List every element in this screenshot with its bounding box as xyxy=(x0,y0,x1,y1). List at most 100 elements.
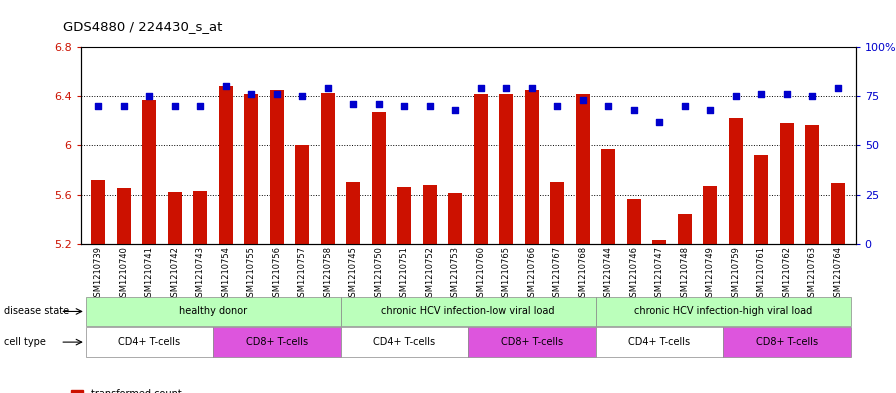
Point xyxy=(601,103,616,109)
Text: chronic HCV infection-low viral load: chronic HCV infection-low viral load xyxy=(382,307,555,316)
Text: GSM1210743: GSM1210743 xyxy=(196,246,205,302)
Text: GSM1210760: GSM1210760 xyxy=(477,246,486,302)
Bar xyxy=(296,145,309,244)
Text: GDS4880 / 224430_s_at: GDS4880 / 224430_s_at xyxy=(63,20,222,33)
Bar xyxy=(168,192,182,244)
Point xyxy=(168,103,182,109)
Text: GSM1210758: GSM1210758 xyxy=(323,246,332,302)
Text: chronic HCV infection-high viral load: chronic HCV infection-high viral load xyxy=(634,307,813,316)
Text: GSM1210754: GSM1210754 xyxy=(221,246,230,302)
Legend: transformed count, percentile rank within the sample: transformed count, percentile rank withi… xyxy=(67,385,260,393)
Text: GSM1210742: GSM1210742 xyxy=(170,246,179,302)
Point xyxy=(831,85,845,92)
Text: GSM1210756: GSM1210756 xyxy=(272,246,281,302)
Bar xyxy=(780,123,794,244)
Text: CD4+ T-cells: CD4+ T-cells xyxy=(118,337,180,347)
Text: GSM1210740: GSM1210740 xyxy=(119,246,128,302)
Point xyxy=(525,85,539,92)
Text: GSM1210745: GSM1210745 xyxy=(349,246,358,302)
Bar xyxy=(340,297,596,326)
Text: GSM1210747: GSM1210747 xyxy=(655,246,664,302)
Point xyxy=(780,91,794,97)
Bar xyxy=(86,327,213,357)
Bar xyxy=(245,94,258,244)
Bar xyxy=(372,112,386,244)
Bar xyxy=(806,125,819,244)
Point xyxy=(245,91,259,97)
Text: CD4+ T-cells: CD4+ T-cells xyxy=(628,337,691,347)
Bar xyxy=(213,327,340,357)
Text: healthy donor: healthy donor xyxy=(179,307,247,316)
Point xyxy=(321,85,335,92)
Text: CD4+ T-cells: CD4+ T-cells xyxy=(374,337,435,347)
Text: GSM1210764: GSM1210764 xyxy=(833,246,842,302)
Bar xyxy=(219,86,233,244)
Point xyxy=(194,103,208,109)
Text: GSM1210763: GSM1210763 xyxy=(808,246,817,302)
Bar xyxy=(474,94,488,244)
Bar xyxy=(499,94,513,244)
Bar xyxy=(194,191,208,244)
Point xyxy=(397,103,411,109)
Text: GSM1210757: GSM1210757 xyxy=(298,246,307,302)
Point xyxy=(142,93,157,99)
Point xyxy=(474,85,488,92)
Point xyxy=(91,103,106,109)
Text: GSM1210761: GSM1210761 xyxy=(757,246,766,302)
Point xyxy=(423,103,437,109)
Point xyxy=(703,107,718,113)
Text: GSM1210755: GSM1210755 xyxy=(247,246,256,302)
Text: GSM1210741: GSM1210741 xyxy=(145,246,154,302)
Bar xyxy=(596,297,850,326)
Bar xyxy=(321,93,335,244)
Bar xyxy=(91,180,106,244)
Bar xyxy=(398,187,411,244)
Point xyxy=(116,103,131,109)
Bar xyxy=(340,327,469,357)
Bar xyxy=(117,188,131,244)
Text: CD8+ T-cells: CD8+ T-cells xyxy=(756,337,818,347)
Bar xyxy=(550,182,564,244)
Bar xyxy=(652,240,667,244)
Text: CD8+ T-cells: CD8+ T-cells xyxy=(501,337,563,347)
Point xyxy=(754,91,769,97)
Point xyxy=(806,93,820,99)
Bar xyxy=(142,100,157,244)
Bar xyxy=(423,185,437,244)
Text: GSM1210766: GSM1210766 xyxy=(528,246,537,302)
Bar xyxy=(723,327,850,357)
Bar xyxy=(601,149,616,244)
Point xyxy=(550,103,564,109)
Bar xyxy=(678,214,692,244)
Text: GSM1210759: GSM1210759 xyxy=(731,246,740,302)
Bar xyxy=(448,193,462,244)
Bar xyxy=(728,118,743,244)
Point xyxy=(652,119,667,125)
Bar xyxy=(86,297,340,326)
Bar xyxy=(627,200,641,244)
Text: GSM1210746: GSM1210746 xyxy=(629,246,638,302)
Text: GSM1210744: GSM1210744 xyxy=(604,246,613,302)
Text: GSM1210750: GSM1210750 xyxy=(375,246,383,302)
Point xyxy=(626,107,641,113)
Bar xyxy=(754,155,769,244)
Text: cell type: cell type xyxy=(4,337,47,347)
Bar xyxy=(525,90,538,244)
Text: GSM1210765: GSM1210765 xyxy=(502,246,511,302)
Text: disease state: disease state xyxy=(4,307,70,316)
Point xyxy=(728,93,743,99)
Point xyxy=(372,101,386,107)
Bar xyxy=(596,327,723,357)
Text: GSM1210767: GSM1210767 xyxy=(553,246,562,302)
Text: GSM1210753: GSM1210753 xyxy=(451,246,460,302)
Bar xyxy=(468,327,596,357)
Point xyxy=(346,101,360,107)
Text: GSM1210768: GSM1210768 xyxy=(579,246,588,302)
Text: GSM1210749: GSM1210749 xyxy=(706,246,715,302)
Point xyxy=(296,93,310,99)
Text: GSM1210752: GSM1210752 xyxy=(426,246,435,302)
Point xyxy=(576,97,590,103)
Point xyxy=(219,83,233,90)
Point xyxy=(448,107,462,113)
Bar xyxy=(270,90,284,244)
